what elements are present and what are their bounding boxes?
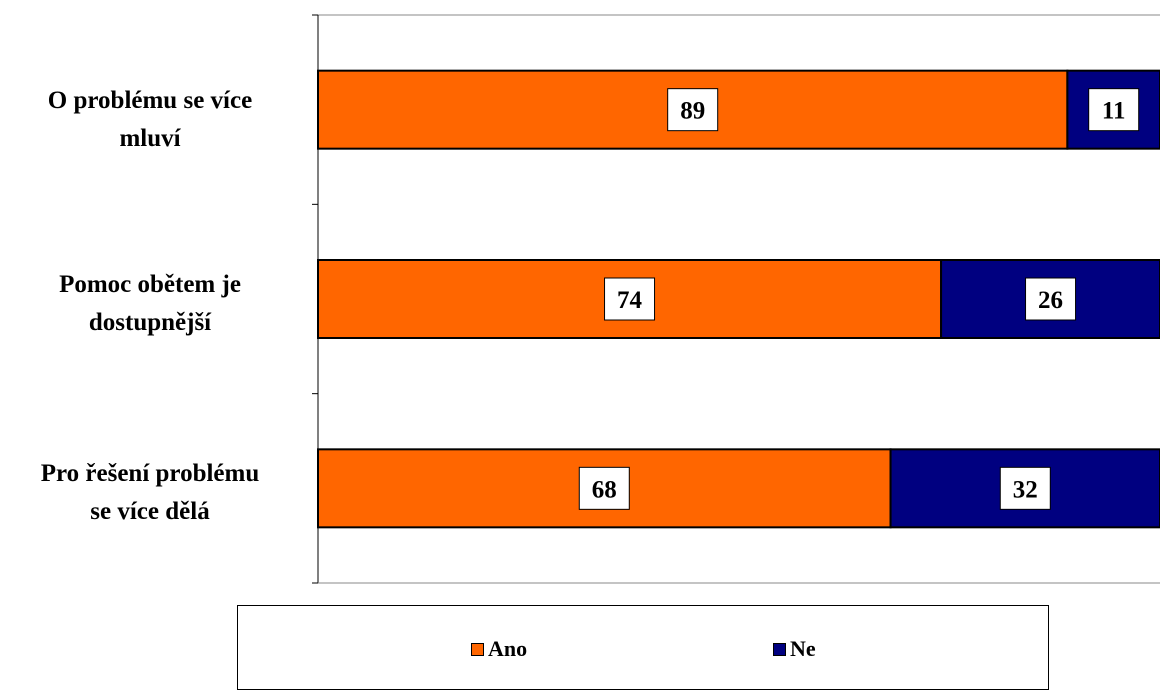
data-label-box-ano-1 [604, 277, 656, 321]
data-label-box-ano-0 [667, 88, 719, 132]
category-label-1: Pomoc obětem je dostupnější [0, 266, 300, 342]
data-label-ne-0: 11 [1102, 98, 1126, 125]
legend-swatch-ano [471, 642, 484, 656]
legend-label-ano: Ano [488, 636, 528, 661]
plot-area: 89 11 74 26 68 32 [312, 14, 1160, 584]
data-label-box-ne-1 [1025, 277, 1077, 321]
legend: Ano Ne [237, 605, 1049, 690]
data-label-ne-1: 26 [1038, 287, 1063, 314]
data-label-box-ano-2 [578, 466, 630, 510]
data-label-box-ne-0 [1088, 88, 1140, 132]
category-label-1-line-2: dostupnější [88, 309, 212, 336]
category-label-2: Pro řešení problému se více dělá [0, 455, 300, 531]
category-label-0-line-1: O problému se více [47, 87, 253, 114]
category-label-0: O problému se více mluví [0, 82, 300, 158]
category-label-1-line-1: Pomoc obětem je [59, 271, 241, 298]
legend-item-ano: Ano [471, 638, 527, 660]
data-label-ano-1: 74 [617, 287, 643, 314]
data-label-ano-2: 68 [592, 476, 617, 503]
legend-item-ne: Ne [773, 638, 816, 660]
category-label-2-line-2: se více dělá [90, 498, 210, 525]
data-label-ano-0: 89 [680, 98, 705, 125]
category-label-2-line-1: Pro řešení problému [40, 460, 260, 487]
data-label-box-ne-2 [999, 466, 1051, 510]
category-label-0-line-2: mluví [119, 125, 181, 152]
legend-label-ne: Ne [790, 636, 816, 661]
data-label-ne-2: 32 [1013, 476, 1038, 503]
legend-swatch-ne [773, 642, 786, 656]
